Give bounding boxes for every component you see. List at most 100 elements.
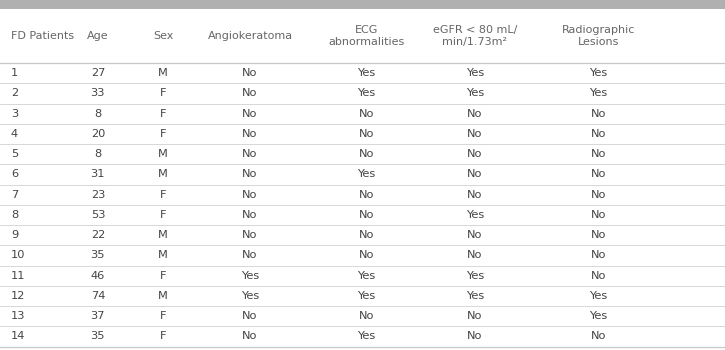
Text: 8: 8 xyxy=(11,210,18,220)
Text: No: No xyxy=(590,271,606,281)
Text: F: F xyxy=(160,271,166,281)
Text: No: No xyxy=(590,210,606,220)
Text: Yes: Yes xyxy=(465,68,484,78)
Text: No: No xyxy=(467,331,483,341)
Text: No: No xyxy=(242,108,258,119)
Text: No: No xyxy=(590,250,606,260)
Text: 33: 33 xyxy=(91,88,105,98)
Text: No: No xyxy=(242,331,258,341)
Text: 13: 13 xyxy=(11,311,25,321)
Text: No: No xyxy=(467,190,483,200)
Text: 53: 53 xyxy=(91,210,105,220)
Text: No: No xyxy=(358,149,374,159)
Text: 20: 20 xyxy=(91,129,105,139)
Text: 5: 5 xyxy=(11,149,18,159)
Text: 35: 35 xyxy=(91,331,105,341)
Text: No: No xyxy=(590,190,606,200)
Text: 2: 2 xyxy=(11,88,18,98)
Text: F: F xyxy=(160,210,166,220)
Text: FD Patients: FD Patients xyxy=(11,31,74,41)
Text: M: M xyxy=(158,68,168,78)
Text: 7: 7 xyxy=(11,190,18,200)
Text: No: No xyxy=(242,169,258,179)
Text: M: M xyxy=(158,250,168,260)
Text: M: M xyxy=(158,149,168,159)
Text: No: No xyxy=(358,108,374,119)
Text: No: No xyxy=(467,149,483,159)
Text: Yes: Yes xyxy=(357,291,376,301)
Text: No: No xyxy=(358,129,374,139)
Text: No: No xyxy=(358,230,374,240)
Text: 10: 10 xyxy=(11,250,25,260)
Text: Age: Age xyxy=(87,31,109,41)
Text: No: No xyxy=(242,88,258,98)
Text: No: No xyxy=(242,311,258,321)
Text: No: No xyxy=(590,169,606,179)
Text: No: No xyxy=(590,108,606,119)
Text: No: No xyxy=(242,149,258,159)
Text: No: No xyxy=(467,250,483,260)
Text: Yes: Yes xyxy=(465,291,484,301)
Text: No: No xyxy=(358,190,374,200)
Text: No: No xyxy=(242,210,258,220)
Text: No: No xyxy=(590,129,606,139)
Text: 8: 8 xyxy=(94,149,102,159)
Text: No: No xyxy=(242,250,258,260)
Text: Radiographic
Lesions: Radiographic Lesions xyxy=(561,25,635,47)
Text: M: M xyxy=(158,291,168,301)
Text: No: No xyxy=(467,129,483,139)
Text: Yes: Yes xyxy=(589,68,608,78)
Text: Yes: Yes xyxy=(357,331,376,341)
Text: 23: 23 xyxy=(91,190,105,200)
Text: No: No xyxy=(467,169,483,179)
Text: No: No xyxy=(467,230,483,240)
Text: 37: 37 xyxy=(91,311,105,321)
Bar xyxy=(0,0,725,9)
Text: Yes: Yes xyxy=(589,311,608,321)
Text: Yes: Yes xyxy=(357,88,376,98)
Text: Yes: Yes xyxy=(241,291,260,301)
Text: Yes: Yes xyxy=(465,271,484,281)
Text: No: No xyxy=(467,108,483,119)
Text: eGFR < 80 mL/
min/1.73m²: eGFR < 80 mL/ min/1.73m² xyxy=(433,25,517,47)
Text: ECG
abnormalities: ECG abnormalities xyxy=(328,25,405,47)
Text: 8: 8 xyxy=(94,108,102,119)
Text: 12: 12 xyxy=(11,291,25,301)
Text: 27: 27 xyxy=(91,68,105,78)
Text: 1: 1 xyxy=(11,68,18,78)
Text: Yes: Yes xyxy=(357,271,376,281)
Text: 3: 3 xyxy=(11,108,18,119)
Text: No: No xyxy=(242,68,258,78)
Text: Yes: Yes xyxy=(357,169,376,179)
Text: No: No xyxy=(590,331,606,341)
Text: 14: 14 xyxy=(11,331,25,341)
Text: Yes: Yes xyxy=(465,210,484,220)
Text: Angiokeratoma: Angiokeratoma xyxy=(207,31,293,41)
Text: Sex: Sex xyxy=(153,31,173,41)
Text: 9: 9 xyxy=(11,230,18,240)
Text: No: No xyxy=(242,230,258,240)
Text: No: No xyxy=(590,230,606,240)
Text: 74: 74 xyxy=(91,291,105,301)
Text: No: No xyxy=(358,250,374,260)
Text: M: M xyxy=(158,169,168,179)
Text: No: No xyxy=(358,311,374,321)
Text: F: F xyxy=(160,129,166,139)
Text: Yes: Yes xyxy=(465,88,484,98)
Text: F: F xyxy=(160,311,166,321)
Text: 11: 11 xyxy=(11,271,25,281)
Text: 35: 35 xyxy=(91,250,105,260)
Text: M: M xyxy=(158,230,168,240)
Text: No: No xyxy=(590,149,606,159)
Text: 22: 22 xyxy=(91,230,105,240)
Text: F: F xyxy=(160,331,166,341)
Text: Yes: Yes xyxy=(357,68,376,78)
Text: Yes: Yes xyxy=(589,88,608,98)
Text: No: No xyxy=(358,210,374,220)
Text: F: F xyxy=(160,88,166,98)
Text: No: No xyxy=(242,129,258,139)
Text: 46: 46 xyxy=(91,271,105,281)
Text: F: F xyxy=(160,108,166,119)
Text: 31: 31 xyxy=(91,169,105,179)
Text: 4: 4 xyxy=(11,129,18,139)
